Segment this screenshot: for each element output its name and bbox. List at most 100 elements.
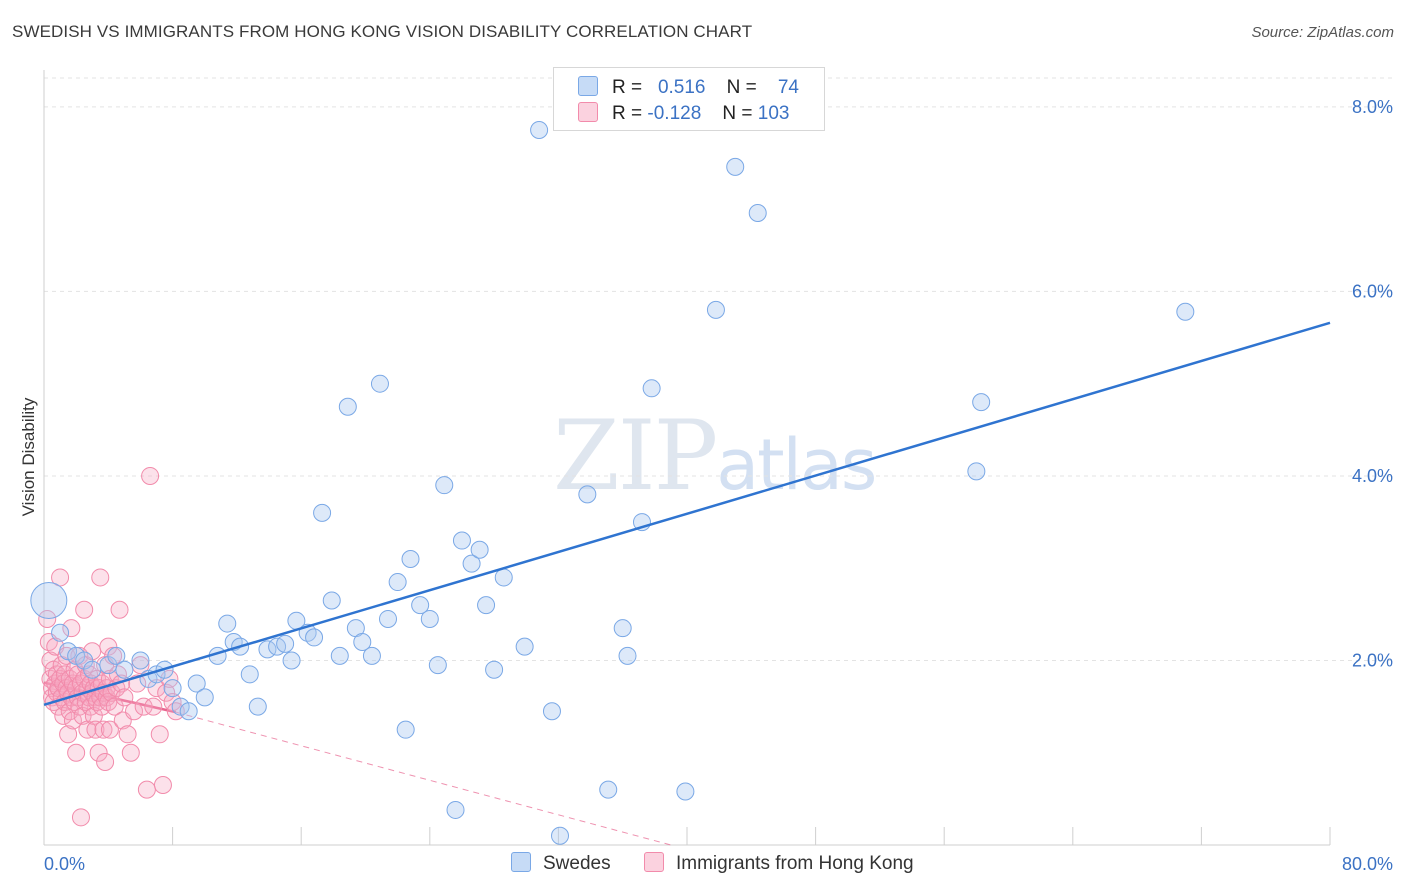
legend-row-hongkong: R = -0.128 N = 103 [578, 102, 789, 126]
x-tick-label-min: 0.0% [44, 854, 85, 874]
legend-item-swedes: Swedes [511, 852, 611, 875]
point-hongkong [150, 725, 169, 744]
correlation-legend: R = 0.516 N = 74 R = -0.128 N = 103 [553, 67, 825, 131]
point-swedes [706, 300, 725, 319]
point-swedes [362, 646, 381, 665]
point-swedes [51, 623, 70, 642]
point-swedes [452, 531, 471, 550]
point-hongkong [38, 609, 57, 628]
y-tick-label: 6.0% [1352, 281, 1393, 301]
point-hongkong [125, 702, 144, 721]
point-swedes [83, 660, 102, 679]
point-swedes [748, 204, 767, 223]
point-hongkong [144, 697, 163, 716]
point-swedes [1176, 302, 1195, 321]
point-swedes [578, 485, 597, 504]
legend-row-swedes: R = 0.516 N = 74 [578, 76, 799, 100]
point-hongkong [92, 697, 111, 716]
point-hongkong [157, 683, 176, 702]
point-hongkong [141, 466, 160, 485]
axes [43, 70, 1331, 846]
legend-r-value: 0.516 [657, 77, 706, 98]
point-swedes [470, 540, 489, 559]
point-hongkong [89, 743, 108, 762]
point-hongkong [94, 720, 113, 739]
legend-label-hongkong: Immigrants from Hong Kong [676, 853, 914, 874]
legend-label-swedes: Swedes [543, 853, 611, 874]
point-swedes [477, 596, 496, 615]
point-swedes [313, 503, 332, 522]
point-swedes [248, 697, 267, 716]
point-hongkong [100, 720, 119, 739]
point-swedes [240, 665, 259, 684]
point-swedes [515, 637, 534, 656]
points-hongkong [38, 466, 185, 827]
point-swedes [388, 573, 407, 592]
point-swedes [195, 688, 214, 707]
point-hongkong [121, 743, 140, 762]
point-swedes [276, 634, 295, 653]
point-swedes [462, 554, 481, 573]
points-swedes [30, 120, 1195, 845]
series-legend: Swedes Immigrants from Hong Kong [0, 852, 1406, 878]
point-hongkong [62, 619, 81, 638]
legend-swatch-hongkong [644, 852, 664, 872]
point-swedes [618, 646, 637, 665]
point-hongkong [115, 688, 134, 707]
legend-swatch-swedes [511, 852, 531, 872]
point-hongkong [59, 725, 78, 744]
point-swedes [115, 660, 134, 679]
point-swedes [967, 462, 986, 481]
y-axis-title: Vision Disability [19, 397, 38, 516]
point-swedes [282, 651, 301, 670]
legend-n-value: 74 [777, 77, 799, 98]
point-swedes [446, 800, 465, 819]
grid-lines [44, 77, 1392, 661]
point-swedes [411, 596, 430, 615]
point-hongkong [105, 697, 124, 716]
point-swedes [542, 702, 561, 721]
point-hongkong [67, 743, 86, 762]
point-swedes [353, 633, 372, 652]
trendline-swedes [43, 321, 1331, 706]
point-swedes [530, 120, 549, 139]
point-hongkong [75, 600, 94, 619]
point-swedes [179, 702, 198, 721]
point-hongkong [71, 808, 90, 827]
point-hongkong [110, 600, 129, 619]
point-swedes [726, 157, 745, 176]
point-swedes [972, 393, 991, 412]
legend-item-hongkong: Immigrants from Hong Kong [644, 852, 914, 875]
y-tick-label: 2.0% [1352, 650, 1393, 670]
point-swedes [370, 374, 389, 393]
point-swedes [420, 609, 439, 628]
point-swedes [187, 674, 206, 693]
point-swedes [305, 628, 324, 647]
legend-n-label: N = [726, 77, 757, 98]
trendline-swedes-line [43, 321, 1331, 706]
x-tick-label-max: 80.0% [1342, 854, 1393, 874]
point-swedes [330, 646, 349, 665]
point-swedes [131, 651, 150, 670]
point-hongkong [153, 776, 172, 795]
point-swedes [551, 826, 570, 845]
legend-n-label: N = [722, 103, 753, 124]
point-hongkong [54, 706, 73, 725]
legend-r-value: -0.128 [647, 103, 702, 124]
point-swedes [494, 568, 513, 587]
y-tick-label: 8.0% [1352, 97, 1393, 117]
point-swedes [435, 476, 454, 495]
point-swedes [338, 397, 357, 416]
point-hongkong [134, 697, 153, 716]
point-swedes [485, 660, 504, 679]
y-tick-label: 4.0% [1352, 466, 1393, 486]
point-swedes [613, 619, 632, 638]
point-swedes [676, 782, 695, 801]
point-swedes [428, 656, 447, 675]
legend-swatch-swedes [578, 76, 598, 96]
point-swedes [322, 591, 341, 610]
legend-r-label: R = [612, 77, 643, 98]
point-swedes [401, 549, 420, 568]
chart-title: SWEDISH VS IMMIGRANTS FROM HONG KONG VIS… [12, 22, 753, 41]
